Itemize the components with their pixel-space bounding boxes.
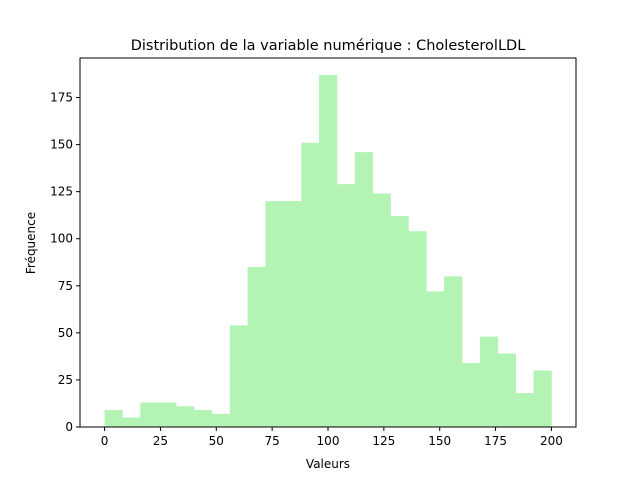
- histogram-bar: [158, 402, 177, 427]
- y-axis-ticks: 0 25 50 75 100 125 150 175: [50, 91, 80, 434]
- histogram-bar: [533, 370, 552, 427]
- histogram-bar: [104, 410, 123, 427]
- y-axis-title: Fréquence: [24, 212, 38, 274]
- y-tick-label: 75: [58, 279, 73, 293]
- chart-title: Distribution de la variable numérique : …: [131, 38, 526, 54]
- histogram-bar: [479, 336, 499, 427]
- histogram-bar: [176, 406, 195, 427]
- histogram-bar: [336, 184, 356, 427]
- histogram-bar: [444, 276, 463, 427]
- histogram-bar: [426, 291, 445, 427]
- histogram-bar: [515, 393, 534, 427]
- y-tick-label: 0: [65, 420, 73, 434]
- histogram-bar: [140, 402, 159, 427]
- histogram-bar: [122, 417, 141, 427]
- x-axis-ticks: 0 25 50 75 100 125 150 175 200: [101, 427, 563, 448]
- histogram-bar: [319, 74, 338, 427]
- histogram-bar: [283, 201, 302, 427]
- x-tick-label: 125: [372, 434, 395, 448]
- histogram-bar: [265, 201, 284, 427]
- histogram-bar: [354, 152, 373, 427]
- histogram-bar: [301, 142, 320, 427]
- x-tick-label: 0: [101, 434, 109, 448]
- histogram-bar: [390, 216, 409, 427]
- y-tick-label: 100: [50, 232, 73, 246]
- histogram-bar: [229, 325, 248, 427]
- y-tick-label: 175: [50, 91, 73, 105]
- x-axis-title: Valeurs: [306, 457, 350, 471]
- histogram-bars: [104, 74, 552, 427]
- histogram-bar: [211, 413, 230, 427]
- histogram-bar: [462, 362, 481, 427]
- x-tick-label: 100: [317, 434, 340, 448]
- x-tick-label: 50: [209, 434, 224, 448]
- y-tick-label: 25: [58, 373, 73, 387]
- y-tick-label: 150: [50, 138, 73, 152]
- y-tick-label: 125: [50, 185, 73, 199]
- histogram-bar: [372, 193, 391, 427]
- x-tick-label: 75: [265, 434, 280, 448]
- y-tick-label: 50: [58, 326, 73, 340]
- histogram-bar: [193, 410, 213, 427]
- x-tick-label: 200: [540, 434, 563, 448]
- x-tick-label: 175: [484, 434, 507, 448]
- histogram-bar: [408, 231, 427, 427]
- histogram-bar: [247, 266, 266, 427]
- x-tick-label: 150: [428, 434, 451, 448]
- histogram-bar: [497, 353, 516, 427]
- x-tick-label: 25: [153, 434, 168, 448]
